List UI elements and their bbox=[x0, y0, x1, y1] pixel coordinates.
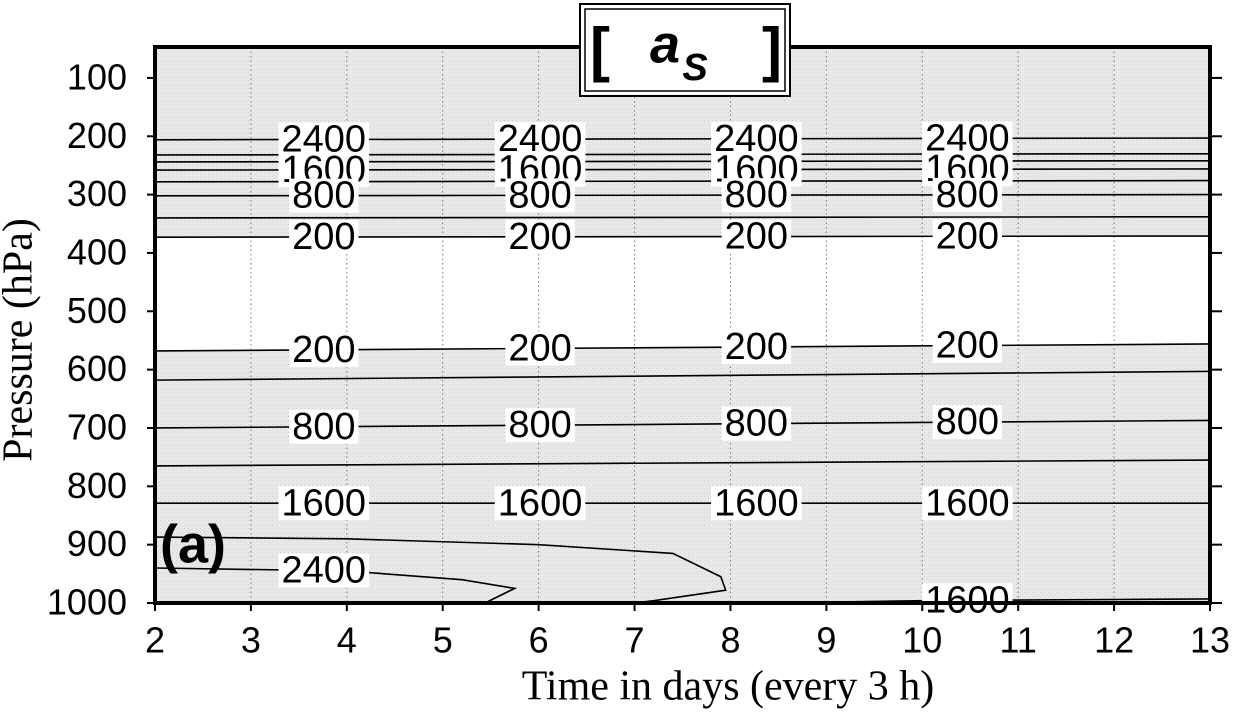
contour-line bbox=[154, 215, 1211, 219]
contour-label-bg bbox=[505, 408, 575, 443]
y-tick-label: 1000 bbox=[47, 582, 127, 623]
contour-label-bg bbox=[505, 331, 575, 366]
contour-label-bg bbox=[711, 486, 802, 521]
contour-label-bg bbox=[932, 405, 1003, 440]
contour-label: 1600 bbox=[498, 482, 583, 524]
contour-label: 800 bbox=[725, 174, 788, 216]
y-tick-label: 700 bbox=[67, 406, 127, 447]
contour-line bbox=[154, 459, 1211, 467]
contour-label-bg bbox=[922, 486, 1013, 521]
contour-label-bg bbox=[505, 219, 575, 254]
contour-label: 200 bbox=[292, 329, 355, 371]
x-tick-label: 10 bbox=[902, 620, 942, 661]
contour-line bbox=[154, 370, 1211, 381]
contour-label: 800 bbox=[508, 404, 571, 446]
contour-label-bg bbox=[711, 121, 802, 156]
x-tick-label: 6 bbox=[529, 620, 549, 661]
contour-label: 800 bbox=[936, 401, 999, 443]
contour-label: 800 bbox=[292, 175, 355, 217]
x-tick-label: 7 bbox=[625, 620, 645, 661]
x-tick-label: 3 bbox=[241, 620, 261, 661]
contour-label: 800 bbox=[725, 403, 788, 445]
contour-label: 200 bbox=[725, 326, 788, 368]
contour-label-bg bbox=[932, 219, 1003, 254]
contour-label-bg bbox=[278, 553, 370, 588]
y-tick-label: 100 bbox=[67, 56, 127, 97]
contour-label-bg bbox=[505, 178, 575, 213]
contour-label: 200 bbox=[725, 216, 788, 258]
contour-label: 1600 bbox=[282, 482, 367, 524]
contour-label: 800 bbox=[292, 406, 355, 448]
y-tick-label: 400 bbox=[67, 231, 127, 272]
contour-label-bg bbox=[721, 330, 792, 365]
y-tick-label: 600 bbox=[67, 348, 127, 389]
low-band bbox=[155, 236, 1210, 351]
title-frame bbox=[579, 3, 791, 97]
contour-label-bg bbox=[278, 486, 370, 521]
contour-label-bg bbox=[922, 121, 1013, 156]
x-tick-label: 12 bbox=[1094, 620, 1134, 661]
contour-label-bg bbox=[289, 332, 359, 367]
contour-label-bg bbox=[289, 178, 359, 213]
contour-label-bg bbox=[494, 122, 586, 157]
title-open: [ bbox=[590, 16, 610, 83]
x-tick-label: 11 bbox=[999, 620, 1036, 661]
contour-label: 1600 bbox=[925, 482, 1010, 524]
title-sub: S bbox=[682, 47, 707, 89]
x-tick-label: 2 bbox=[145, 620, 165, 661]
y-tick-label: 500 bbox=[67, 290, 127, 331]
contour-label: 200 bbox=[508, 327, 571, 369]
panel-label: (a) bbox=[160, 514, 226, 574]
contour-label-bg bbox=[289, 220, 359, 255]
y-tick-label: 800 bbox=[67, 465, 127, 506]
contour-label: 200 bbox=[292, 216, 355, 258]
x-tick-label: 5 bbox=[433, 620, 453, 661]
contour-label-bg bbox=[278, 122, 370, 157]
y-tick-label: 200 bbox=[67, 115, 127, 156]
contour-label: 1600 bbox=[714, 482, 799, 524]
contour-label-bg bbox=[494, 486, 586, 521]
y-tick-label: 300 bbox=[67, 173, 127, 214]
contour-label-bg bbox=[721, 219, 792, 254]
contour-label: 800 bbox=[508, 174, 571, 216]
contour-label-bg bbox=[721, 406, 792, 441]
contour-label: 800 bbox=[936, 174, 999, 216]
contour-label: 200 bbox=[936, 325, 999, 367]
contour-label: 200 bbox=[508, 216, 571, 258]
contour-label: 200 bbox=[936, 215, 999, 257]
contour-label-bg bbox=[289, 409, 359, 444]
x-tick-label: 8 bbox=[720, 620, 740, 661]
y-axis-title: Pressure (hPa) bbox=[0, 218, 42, 462]
x-tick-label: 4 bbox=[337, 620, 357, 661]
contour-label: 1600 bbox=[925, 579, 1010, 621]
contour-label-bg bbox=[922, 583, 1013, 618]
contour-label-bg bbox=[721, 178, 792, 213]
contour-label-bg bbox=[932, 328, 1003, 363]
contour-line bbox=[154, 536, 727, 604]
x-tick-label: 9 bbox=[816, 620, 836, 661]
title-main: a bbox=[650, 14, 680, 74]
title-box: [ a S ] bbox=[579, 3, 791, 97]
y-tick-label: 900 bbox=[67, 523, 127, 564]
title-frame-inner bbox=[584, 8, 786, 92]
x-tick-label: 13 bbox=[1190, 620, 1230, 661]
title-close: ] bbox=[762, 16, 782, 83]
x-axis-title: Time in days (every 3 h) bbox=[522, 664, 935, 710]
contour-label: 2400 bbox=[282, 550, 367, 592]
contour-label-bg bbox=[932, 177, 1003, 212]
